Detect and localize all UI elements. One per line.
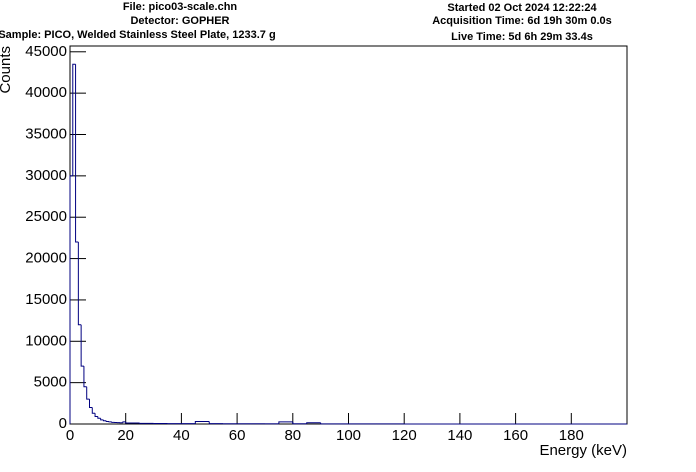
histogram-bin: [88, 399, 93, 408]
histogram-bin: [194, 421, 210, 424]
header-text: Live Time: 5d 6h 29m 33.4s: [451, 31, 593, 43]
histogram-bin: [208, 421, 224, 425]
histogram-bin: [278, 421, 293, 424]
histogram-bin: [122, 421, 126, 423]
header-text: Detector: GOPHER: [130, 15, 229, 27]
header-text: Sample: PICO, Welded Stainless Steel Pla…: [0, 29, 276, 41]
y-tick-label: 40000: [25, 84, 67, 101]
x-tick-label: 40: [173, 427, 190, 444]
y-axis-title: Counts: [0, 46, 14, 94]
histogram-bin: [320, 422, 335, 425]
x-tick-label: 20: [117, 427, 134, 444]
histogram-bin: [100, 418, 104, 421]
x-tick-label: 160: [503, 427, 528, 444]
histogram-bin: [91, 407, 96, 414]
x-tick-label: 120: [392, 427, 417, 444]
x-tick-label: 140: [447, 427, 472, 444]
x-tick-label: 100: [336, 427, 361, 444]
y-tick-label: 10000: [25, 332, 67, 349]
histogram-bin: [125, 421, 140, 424]
histogram-bin: [75, 64, 79, 243]
histogram-bin: [97, 416, 101, 419]
y-tick-label: 25000: [25, 208, 67, 225]
y-tick-label: 15000: [25, 291, 67, 308]
y-tick-label: 20000: [25, 250, 67, 267]
x-tick-label: 180: [559, 427, 584, 444]
histogram-bin: [94, 413, 98, 418]
header-text: Started 02 Oct 2024 12:22:24: [447, 2, 597, 14]
x-axis-title: Energy (keV): [539, 442, 627, 459]
histogram-bin: [72, 63, 76, 176]
y-tick-label: 5000: [34, 374, 67, 391]
x-tick-label: 0: [66, 427, 74, 444]
x-tick-label: 80: [284, 427, 301, 444]
x-tick-label: 60: [229, 427, 246, 444]
histogram-bin: [77, 242, 82, 326]
histogram-bin: [105, 420, 109, 423]
histogram-bin: [69, 175, 73, 424]
histogram-bin: [292, 421, 307, 425]
y-tick-label: 35000: [25, 125, 67, 142]
histogram-bin: [306, 422, 321, 424]
y-tick-label: 0: [59, 415, 67, 432]
y-tick-label: 45000: [25, 43, 67, 60]
y-tick-label: 30000: [25, 167, 67, 184]
histogram-bin: [80, 324, 84, 367]
header-text: Acquisition Time: 6d 19h 30m 0.0s: [432, 15, 612, 27]
histogram-bin: [86, 386, 90, 400]
header-text: File: pico03-scale.chn: [123, 1, 238, 13]
histogram-bin: [83, 366, 87, 388]
histogram-bin: [102, 419, 107, 422]
